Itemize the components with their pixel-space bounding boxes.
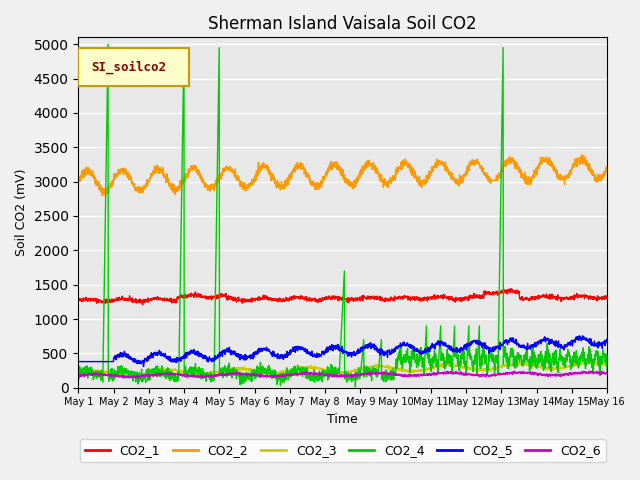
Legend: CO2_1, CO2_2, CO2_3, CO2_4, CO2_5, CO2_6: CO2_1, CO2_2, CO2_3, CO2_4, CO2_5, CO2_6: [79, 440, 606, 463]
Title: Sherman Island Vaisala Soil CO2: Sherman Island Vaisala Soil CO2: [209, 15, 477, 33]
FancyBboxPatch shape: [79, 48, 189, 86]
Text: SI_soilco2: SI_soilco2: [92, 60, 166, 74]
Y-axis label: Soil CO2 (mV): Soil CO2 (mV): [15, 169, 28, 256]
X-axis label: Time: Time: [328, 413, 358, 426]
